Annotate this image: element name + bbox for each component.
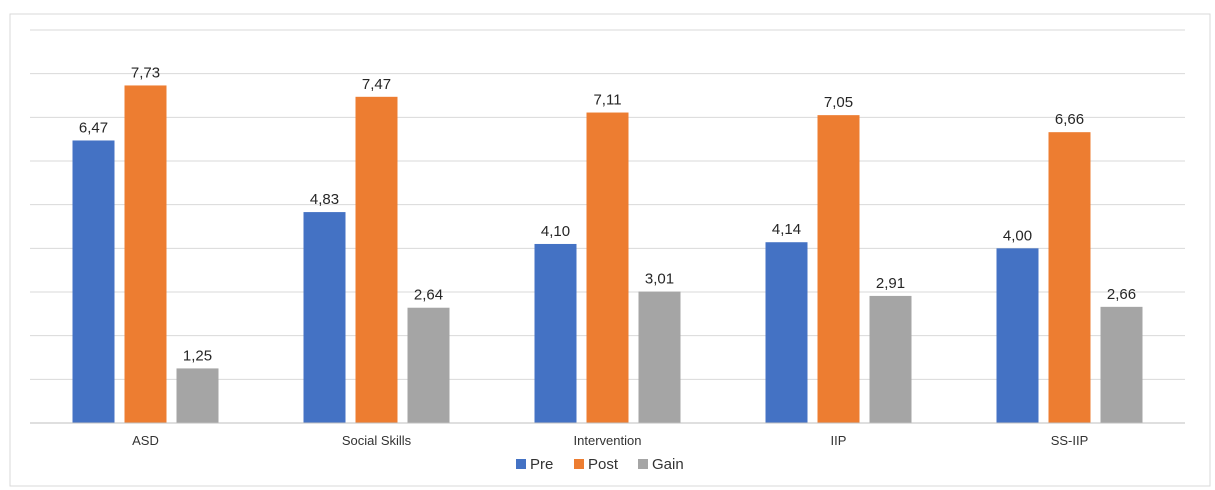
data-label: 1,25	[183, 347, 212, 364]
bars	[72, 85, 1143, 424]
bar-post	[1048, 132, 1091, 423]
legend-label-pre: Pre	[530, 456, 553, 473]
data-label: 4,83	[310, 191, 339, 208]
bar-pre	[765, 242, 808, 423]
bar-post	[124, 85, 167, 423]
data-label: 3,01	[645, 271, 674, 288]
x-tick-label: IIP	[831, 433, 847, 448]
data-label: 6,47	[79, 119, 108, 136]
bar-gain	[1100, 306, 1143, 423]
data-label: 2,91	[876, 275, 905, 292]
data-label: 4,14	[772, 221, 801, 238]
bar-post	[355, 96, 398, 423]
x-tick-label: SS-IIP	[1051, 433, 1089, 448]
legend: Pre Post Gain	[516, 456, 684, 473]
data-label: 6,66	[1055, 111, 1084, 128]
legend-swatch-pre	[516, 459, 526, 469]
x-axis: ASD Social Skills Intervention IIP SS-IIP	[30, 422, 1185, 448]
legend-label-post: Post	[588, 456, 619, 473]
x-tick-label: ASD	[132, 433, 159, 448]
bar-gain	[869, 295, 912, 423]
bar-pre	[996, 248, 1039, 423]
bar-gain	[176, 368, 219, 423]
data-label: 7,05	[824, 94, 853, 111]
legend-swatch-post	[574, 459, 584, 469]
data-label: 7,11	[593, 92, 621, 109]
value-labels: 6,47 7,73 1,25 4,83 7,47 2,64 4,10 7,11 3,01 4,14…	[79, 64, 1136, 364]
bar-post	[586, 112, 629, 423]
data-label: 7,73	[131, 64, 160, 81]
bar-pre	[534, 243, 577, 423]
x-tick-label: Social Skills	[342, 433, 412, 448]
data-label: 2,66	[1107, 286, 1136, 303]
legend-swatch-gain	[638, 459, 648, 469]
data-label: 2,64	[414, 287, 443, 304]
legend-label-gain: Gain	[652, 456, 684, 473]
data-label: 4,10	[541, 223, 570, 240]
x-tick-label: Intervention	[574, 433, 642, 448]
bar-pre	[72, 140, 115, 423]
bar-gain	[407, 307, 450, 423]
data-label: 7,47	[362, 76, 391, 93]
bar-pre	[303, 212, 346, 423]
data-label: 4,00	[1003, 227, 1032, 244]
bar-gain	[638, 291, 681, 423]
bar-post	[817, 115, 860, 424]
